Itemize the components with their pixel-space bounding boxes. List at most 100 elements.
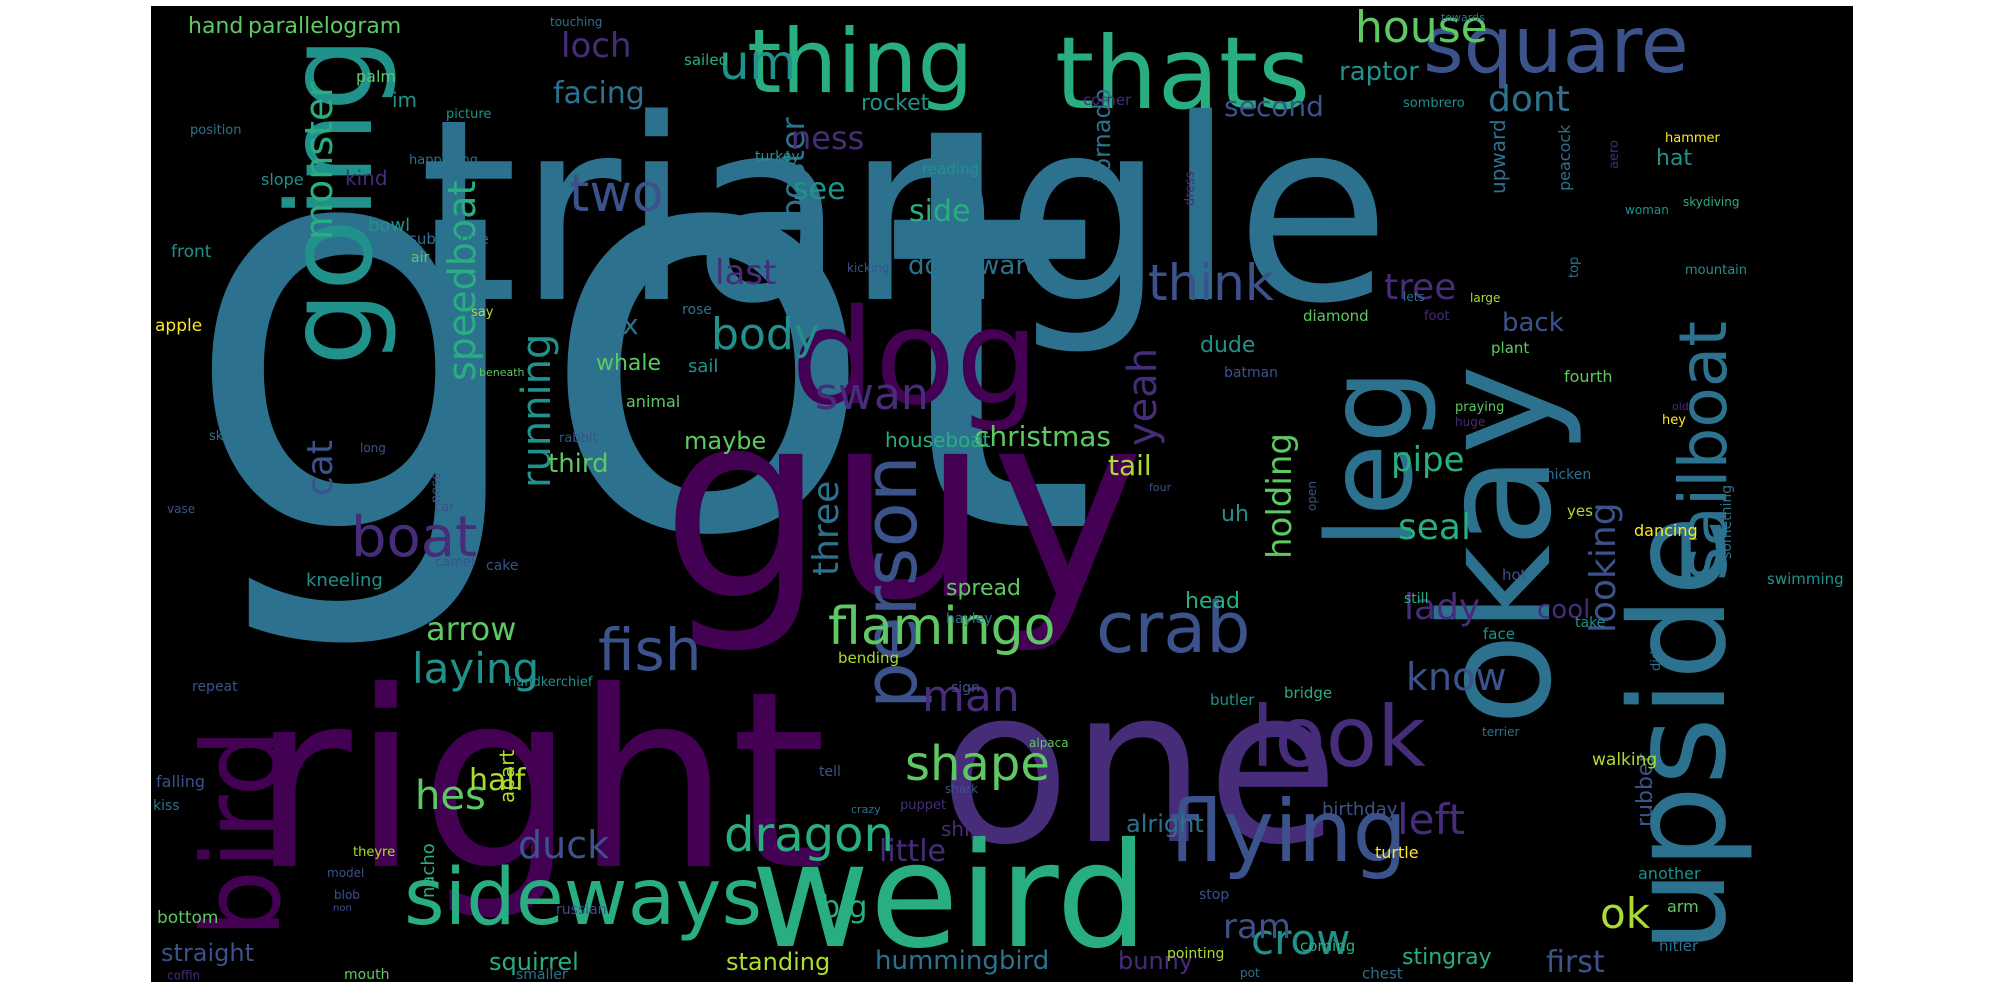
cloud-word-shape: shape bbox=[905, 736, 1050, 792]
cloud-word-uh: uh bbox=[1221, 502, 1249, 527]
cloud-word-holding: holding bbox=[1260, 433, 1300, 559]
cloud-word-slope: slope bbox=[261, 170, 304, 189]
cloud-word-foot: foot bbox=[1424, 309, 1450, 324]
cloud-word-nose: nose bbox=[429, 472, 444, 503]
cloud-word-got: got bbox=[181, 7, 1099, 659]
cloud-word-beneath: beneath bbox=[479, 366, 525, 379]
cloud-word-submarine: submarine bbox=[409, 230, 489, 248]
cloud-word-plant: plant bbox=[1491, 339, 1529, 357]
cloud-word-laying: laying bbox=[412, 644, 539, 693]
cloud-word-diamond: diamond bbox=[1303, 307, 1369, 325]
cloud-word-theyre: theyre bbox=[353, 845, 395, 860]
cloud-word-sideways: sideways bbox=[404, 853, 762, 943]
cloud-word-square: square bbox=[1423, 6, 1689, 91]
cloud-word-look: look bbox=[1251, 688, 1426, 786]
cloud-word-russian: russian bbox=[556, 902, 607, 918]
cloud-word-fox: fox bbox=[596, 308, 639, 341]
cloud-word-right: right bbox=[251, 639, 827, 924]
cloud-word-rose: rose bbox=[682, 302, 712, 318]
cloud-word-mountain: mountain bbox=[1685, 263, 1747, 278]
cloud-word-apart: apart bbox=[495, 750, 519, 803]
cloud-word-im: im bbox=[392, 88, 417, 112]
cloud-word-squirrel: squirrel bbox=[489, 948, 579, 976]
cloud-word-rocket: rocket bbox=[861, 91, 930, 116]
cloud-word-smaller: smaller bbox=[516, 967, 568, 982]
cloud-word-mouth: mouth bbox=[344, 967, 389, 982]
cloud-word-thing: thing bbox=[747, 10, 973, 113]
cloud-word-top: top bbox=[1567, 257, 1582, 278]
cloud-word-maybe: maybe bbox=[684, 427, 766, 455]
cloud-word-butler: butler bbox=[1210, 691, 1255, 709]
cloud-word-going: going bbox=[261, 36, 399, 366]
cloud-word-big: big bbox=[821, 890, 867, 925]
cloud-word-chicken: chicken bbox=[1538, 467, 1591, 483]
cloud-word-sail: sail bbox=[688, 356, 718, 377]
cloud-word-cool: cool bbox=[1537, 595, 1590, 625]
cloud-word-chest: chest bbox=[1362, 965, 1403, 982]
cloud-word-rooster: rooster bbox=[774, 116, 812, 231]
cloud-word-crazy: crazy bbox=[851, 803, 881, 816]
cloud-word-left: left bbox=[1397, 795, 1465, 844]
cloud-word-thats: thats bbox=[1055, 15, 1310, 132]
cloud-word-straight: straight bbox=[161, 939, 254, 967]
cloud-word-dress: dress bbox=[1183, 171, 1198, 206]
cloud-word-see: see bbox=[793, 172, 846, 207]
cloud-word-looking: looking bbox=[1583, 502, 1624, 633]
cloud-word-happening: happening bbox=[409, 153, 478, 168]
cloud-word-peacock: peacock bbox=[1555, 124, 1574, 191]
cloud-word-pipe: pipe bbox=[1391, 440, 1465, 480]
cloud-word-little: little bbox=[879, 834, 946, 869]
cloud-word-side: side bbox=[909, 194, 970, 229]
cloud-word-arm: arm bbox=[1667, 897, 1699, 916]
cloud-word-hammer: hammer bbox=[1665, 131, 1721, 146]
cloud-word-blob: blob bbox=[334, 888, 360, 902]
cloud-word-open: open bbox=[1305, 481, 1319, 511]
cloud-word-corner: corner bbox=[1083, 91, 1132, 109]
cloud-word-palm: palm bbox=[356, 67, 396, 86]
cloud-word-upside: upside bbox=[1602, 515, 1756, 953]
cloud-word-woman: woman bbox=[1625, 203, 1669, 217]
cloud-word-flying: flying bbox=[1169, 782, 1407, 882]
cloud-word-upward: upward bbox=[1486, 119, 1510, 194]
cloud-word-hayley: hayley bbox=[946, 611, 993, 627]
cloud-word-hummingbird: hummingbird bbox=[875, 946, 1049, 976]
cloud-word-picture: picture bbox=[446, 107, 491, 122]
cloud-word-reading: reading bbox=[922, 160, 979, 178]
cloud-word-hat: hat bbox=[1656, 146, 1692, 171]
cloud-word-terrier: terrier bbox=[1482, 725, 1519, 739]
cloud-word-arrow: arrow bbox=[426, 610, 516, 648]
cloud-word-another: another bbox=[1638, 864, 1701, 883]
cloud-word-bottom: bottom bbox=[157, 908, 218, 928]
cloud-word-weird: weird bbox=[751, 812, 1148, 981]
cloud-word-didnt: didnt bbox=[1649, 638, 1664, 671]
cloud-word-hey: hey bbox=[1662, 413, 1686, 428]
cloud-word-fish: fish bbox=[598, 616, 702, 684]
cloud-word-back: back bbox=[1502, 308, 1564, 338]
cloud-word-aero: aero bbox=[1607, 140, 1622, 169]
cloud-word-turtle: turtle bbox=[1375, 843, 1419, 862]
cloud-word-lady: lady bbox=[1404, 587, 1480, 628]
cloud-word-ok: ok bbox=[1600, 889, 1651, 938]
cloud-word-coming: coming bbox=[1300, 937, 1355, 955]
cloud-word-monster: monster bbox=[297, 82, 341, 240]
cloud-word-parallelogram: parallelogram bbox=[248, 14, 401, 39]
cloud-word-repeat: repeat bbox=[192, 679, 238, 695]
cloud-word-large: large bbox=[1470, 291, 1500, 305]
cloud-word-hot: hot bbox=[1502, 566, 1527, 584]
cloud-word-something: something bbox=[1719, 485, 1735, 559]
cloud-word-sailboat: sailboat bbox=[1665, 321, 1742, 581]
cloud-word-towards: towards bbox=[1441, 11, 1485, 24]
cloud-word-take: take bbox=[1575, 615, 1605, 631]
cloud-word-walking: walking bbox=[1592, 750, 1657, 770]
cloud-word-one: one bbox=[939, 641, 1339, 892]
cloud-word-skydiving: skydiving bbox=[1683, 195, 1739, 209]
cloud-word-dude: dude bbox=[1200, 333, 1255, 358]
cloud-word-swan: swan bbox=[815, 369, 929, 420]
cloud-word-dancing: dancing bbox=[1634, 521, 1698, 540]
cloud-word-downward: downward bbox=[908, 251, 1042, 281]
cloud-word-kicking: kicking bbox=[847, 261, 889, 275]
cloud-word-skinny: skinny bbox=[209, 429, 251, 444]
cloud-word-fourth: fourth bbox=[1564, 367, 1613, 386]
cloud-word-third: third bbox=[548, 449, 609, 479]
